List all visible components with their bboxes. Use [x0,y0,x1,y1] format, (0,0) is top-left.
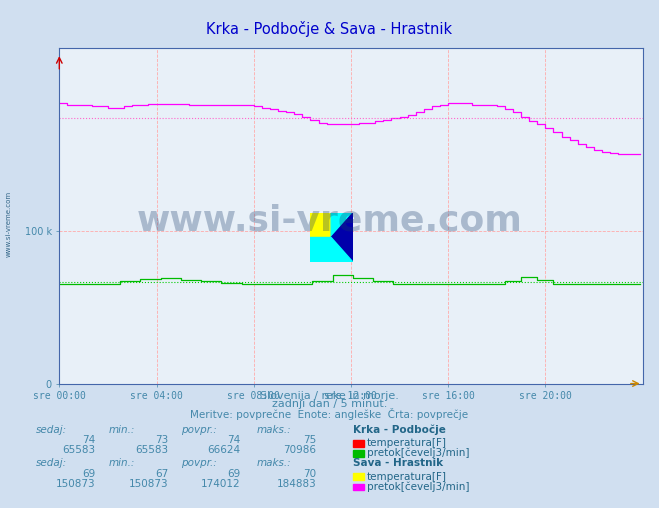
Text: 70986: 70986 [283,445,316,455]
Text: Meritve: povprečne  Enote: angleške  Črta: povprečje: Meritve: povprečne Enote: angleške Črta:… [190,407,469,420]
Text: maks.:: maks.: [257,425,292,435]
Text: 184883: 184883 [277,479,316,489]
Text: www.si-vreme.com: www.si-vreme.com [136,204,523,238]
Text: Slovenija / reke in morje.: Slovenija / reke in morje. [260,391,399,401]
Text: 65583: 65583 [63,445,96,455]
Text: 74: 74 [227,435,241,445]
Text: 75: 75 [303,435,316,445]
Text: 66624: 66624 [208,445,241,455]
Text: temperatura[F]: temperatura[F] [367,471,447,482]
Text: zadnji dan / 5 minut.: zadnji dan / 5 minut. [272,399,387,409]
Text: 67: 67 [155,468,168,479]
Text: Sava - Hrastnik: Sava - Hrastnik [353,458,443,468]
Text: www.si-vreme.com: www.si-vreme.com [5,190,12,257]
Bar [310,213,331,238]
Text: 70: 70 [303,468,316,479]
Text: min.:: min.: [109,458,135,468]
Polygon shape [331,213,353,238]
Text: sedaj:: sedaj: [36,425,67,435]
Text: povpr.:: povpr.: [181,425,217,435]
Text: sedaj:: sedaj: [36,458,67,468]
Text: 150873: 150873 [56,479,96,489]
Text: Krka - Podbočje & Sava - Hrastnik: Krka - Podbočje & Sava - Hrastnik [206,21,453,38]
Polygon shape [331,213,353,262]
Text: maks.:: maks.: [257,458,292,468]
Text: Krka - Podbočje: Krka - Podbočje [353,424,445,435]
Text: pretok[čevelj3/min]: pretok[čevelj3/min] [367,482,470,492]
Polygon shape [310,238,353,262]
Text: 74: 74 [82,435,96,445]
Text: 73: 73 [155,435,168,445]
Text: 174012: 174012 [201,479,241,489]
Text: 65583: 65583 [135,445,168,455]
Text: min.:: min.: [109,425,135,435]
Text: pretok[čevelj3/min]: pretok[čevelj3/min] [367,448,470,458]
Text: povpr.:: povpr.: [181,458,217,468]
Text: 69: 69 [82,468,96,479]
Text: 150873: 150873 [129,479,168,489]
Text: temperatura[F]: temperatura[F] [367,438,447,448]
Text: 69: 69 [227,468,241,479]
